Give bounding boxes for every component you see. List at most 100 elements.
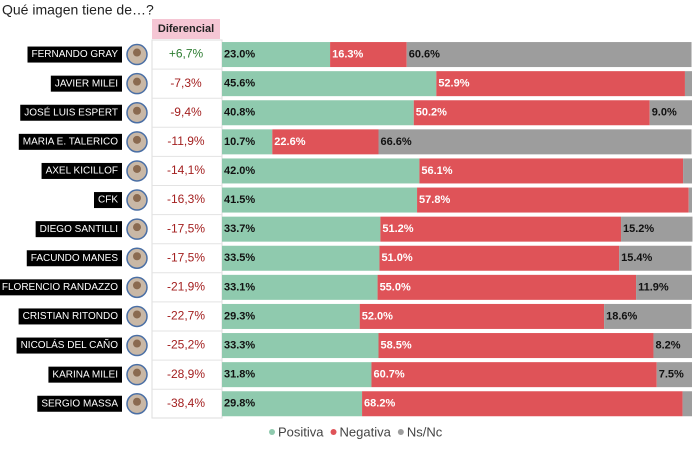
- name-label-group: SERGIO MASSA: [37, 395, 122, 412]
- name-label: AXEL KICILLOF: [46, 166, 118, 177]
- bar-segment: [362, 391, 683, 417]
- bar-segment: [330, 42, 407, 68]
- bar-value-label: 18.6%: [606, 310, 637, 322]
- name-label-group: NICOLÁS DEL CAÑO: [16, 337, 122, 354]
- avatar-head: [133, 135, 141, 144]
- name-label-group: CFK: [94, 192, 122, 209]
- avatar-head: [133, 77, 141, 86]
- bar-value-label: 66.6%: [381, 136, 412, 148]
- bar-segment: [413, 100, 650, 126]
- name-label-group: FLORENCIO RANDAZZO: [0, 279, 122, 296]
- avatar-head: [133, 339, 141, 348]
- bar-value-label: 10.7%: [224, 136, 255, 148]
- bar-value-label: 42.0%: [224, 165, 255, 177]
- bar-value-label: 41.5%: [224, 194, 255, 206]
- bar-value-label: 15.4%: [621, 252, 652, 264]
- avatar-head: [133, 368, 141, 377]
- avatar-head: [133, 194, 141, 203]
- bar-segment: [621, 216, 693, 242]
- bar-value-label: 51.0%: [381, 252, 412, 264]
- bar-value-label: 8.2%: [655, 339, 680, 351]
- differential-value: -25,2%: [167, 338, 205, 352]
- differential-value: -11,9%: [167, 134, 204, 148]
- bar-segment: [378, 333, 654, 359]
- name-label-group: CRISTIAN RITONDO: [18, 308, 122, 325]
- bar-segment: [222, 391, 363, 417]
- avatar-head: [133, 310, 141, 319]
- bar-segment: [379, 245, 620, 271]
- bar-segment: [222, 216, 381, 242]
- avatar-head: [133, 252, 141, 261]
- bar-segment: [222, 303, 360, 329]
- bar-value-label: 7.5%: [659, 369, 684, 381]
- bar-value-label: 60.7%: [373, 369, 404, 381]
- name-label: JAVIER MILEI: [55, 78, 118, 89]
- name-label: FERNANDO GRAY: [32, 49, 119, 60]
- legend-label: Negativa: [340, 424, 392, 439]
- bar-value-label: 15.2%: [623, 223, 654, 235]
- bar-segment: [436, 71, 685, 97]
- legend-label: Positiva: [278, 424, 324, 439]
- bar-value-label: 29.8%: [224, 398, 255, 410]
- legend-marker: [269, 429, 275, 435]
- bar-segment: [222, 42, 331, 68]
- bar-segment: [222, 274, 378, 300]
- bar-value-label: 57.8%: [419, 194, 450, 206]
- bar-segment: [682, 391, 692, 417]
- name-label-group: AXEL KICILLOF: [41, 162, 122, 179]
- name-label-group: MARIA E. TALERICO: [18, 133, 122, 150]
- name-label-bg: [48, 366, 122, 383]
- bar-value-label: 31.8%: [224, 369, 255, 381]
- bar-segment: [359, 303, 605, 329]
- name-label: DIEGO SANTILLI: [40, 224, 118, 235]
- bar-value-label: 33.1%: [224, 281, 255, 293]
- avatar-head: [133, 48, 141, 57]
- bar-value-label: 29.3%: [224, 310, 255, 322]
- bar-segment: [619, 245, 692, 271]
- bar-value-label: 55.0%: [380, 281, 411, 293]
- name-label-group: FACUNDO MANES: [26, 250, 122, 267]
- name-label-group: JAVIER MILEI: [50, 75, 122, 92]
- bar-segment: [272, 129, 379, 155]
- name-label: CRISTIAN RITONDO: [23, 311, 119, 322]
- differential-value: -14,1%: [167, 163, 205, 177]
- differential-value: -16,3%: [167, 192, 205, 206]
- bar-segment: [649, 100, 692, 126]
- avatar-head: [133, 397, 141, 406]
- bar-value-label: 52.9%: [438, 78, 469, 90]
- bar-segment: [380, 216, 622, 242]
- name-label: JOSÉ LUIS ESPERT: [24, 105, 118, 118]
- bar-segment: [419, 158, 684, 184]
- bar-value-label: 11.9%: [638, 281, 669, 293]
- differential-value: -38,4%: [167, 396, 205, 410]
- name-label-bg: [18, 133, 122, 150]
- differential-value: +6,7%: [169, 47, 204, 61]
- differential-value: -9,4%: [170, 105, 202, 119]
- name-label: MARIA E. TALERICO: [23, 136, 118, 147]
- name-label: CFK: [98, 195, 118, 206]
- bar-segment: [406, 42, 692, 68]
- name-label-bg: [37, 395, 122, 412]
- differential-value: -17,5%: [167, 250, 205, 264]
- bar-value-label: 58.5%: [381, 339, 412, 351]
- bar-segment: [222, 158, 420, 184]
- legend-marker: [330, 429, 337, 435]
- name-label-bg: [35, 221, 122, 238]
- name-label-bg: [26, 250, 122, 267]
- chart-title: Qué imagen tiene de…?: [2, 2, 154, 18]
- bar-value-label: 33.5%: [224, 252, 255, 264]
- bar-value-label: 51.2%: [382, 223, 413, 235]
- name-label-bg: [27, 46, 122, 63]
- bar-value-label: 40.8%: [224, 107, 255, 119]
- name-label: KARINA MILEI: [52, 369, 118, 380]
- bar-segment: [371, 362, 657, 388]
- differential-value: -7,3%: [170, 76, 202, 90]
- differential-value: -17,5%: [167, 221, 205, 235]
- name-label: FLORENCIO RANDAZZO: [2, 282, 118, 293]
- avatar-head: [133, 281, 141, 290]
- differential-header: Diferencial: [158, 23, 214, 35]
- bar-segment: [656, 362, 692, 388]
- name-label-group: KARINA MILEI: [48, 366, 122, 383]
- avatar-head: [133, 223, 141, 232]
- bar-value-label: 68.2%: [364, 398, 395, 410]
